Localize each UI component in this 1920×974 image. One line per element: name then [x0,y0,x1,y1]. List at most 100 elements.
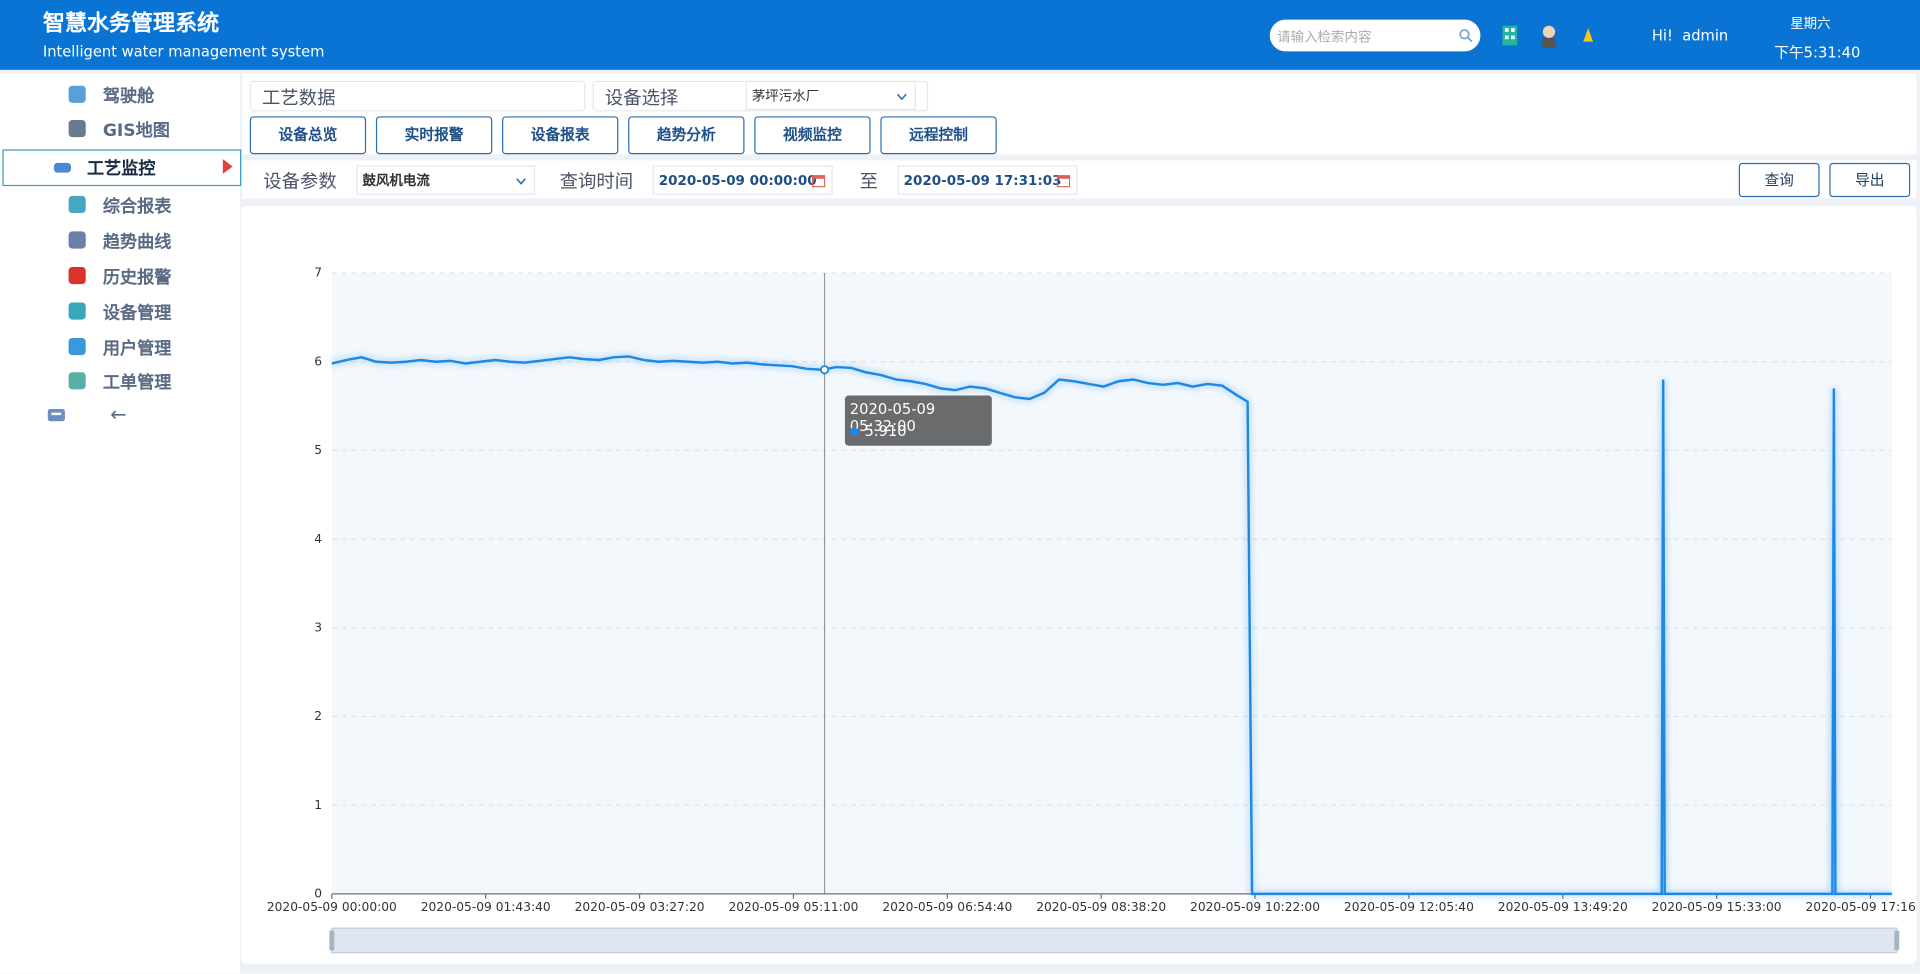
query-button[interactable]: 查询 [1738,162,1820,198]
hover-point [820,365,830,375]
param-value: 鼓风机电流 [362,172,430,189]
nav-item[interactable]: GIS地图 [0,113,240,145]
header-icons[interactable] [1501,24,1605,48]
param-select[interactable]: 鼓风机电流 [356,165,536,195]
y-tick-label: 2 [314,709,322,723]
nav-label: GIS地图 [102,121,170,141]
calendar-icon [811,175,826,188]
param-label: 设备参数 [263,170,337,193]
x-tick-label: 2020-05-09 08:38:20 [1036,900,1166,914]
tab-button[interactable]: 实时报警 [375,116,493,155]
y-tick-label: 7 [314,266,322,280]
time-label: 查询时间 [559,170,634,193]
y-tick-label: 4 [314,532,322,546]
x-tick-label: 2020-05-09 12:05:40 [1344,900,1474,914]
collapse-arrow[interactable]: ← [110,402,127,427]
nav-icon [68,120,86,138]
weekday: 星期六 [1790,15,1831,32]
end-value: 2020-05-09 17:31:03 [903,172,1062,189]
y-tick-label: 5 [314,443,322,457]
device-select[interactable]: 茅坪污水厂 [745,80,916,111]
nav-label: 驾驶舱 [102,86,155,107]
nav-label: 设备管理 [102,303,172,324]
tab-button[interactable]: 视频监控 [754,116,871,155]
panel-title: 工艺数据 [262,86,336,109]
selected-arrow [222,159,233,174]
nav-item[interactable]: 趋势曲线 [0,224,240,256]
start-date[interactable]: 2020-05-09 00:00:00 [652,165,833,195]
tooltip-value: 5.910 [864,422,907,440]
x-tick-label: 2020-05-09 13:49:20 [1498,900,1628,914]
nav-icon [68,195,86,214]
zoom-handle [329,930,335,951]
chart: 0 1 2 3 4 5 6 7 2020-05-09 00:00:00 2020-05-09 01… [267,266,1917,954]
nav-item[interactable]: 历史报警 [0,260,240,292]
nav-icon [68,337,86,356]
x-tick-label: 2020-05-09 01:43:40 [421,900,551,914]
end-date[interactable]: 2020-05-09 17:31:03 [897,165,1078,195]
tooltip-bullet [849,427,859,436]
nav-item[interactable]: 驾驶舱 [0,78,240,110]
y-tick-label: 6 [314,354,322,368]
y-tick-label: 1 [314,798,322,812]
zoom-slider [331,927,1898,954]
sidebar [0,73,241,974]
start-value: 2020-05-09 00:00:00 [658,172,817,189]
y-tick-label: 0 [314,887,322,901]
nav-item[interactable]: 工艺监控 [0,151,240,183]
x-tick-label: 2020-05-09 06:54:40 [882,900,1012,914]
search-box[interactable]: 请输入检索内容 [1269,19,1481,52]
clock: 下午5:31:40 [1774,44,1861,62]
nav-label: 历史报警 [102,268,172,288]
nav-icon [68,231,86,249]
tab-button[interactable]: 设备报表 [502,116,619,155]
x-tick-label: 2020-05-09 15:33:00 [1652,900,1782,914]
plot-background [331,273,1892,894]
to-label: 至 [859,170,878,193]
nav-icon [68,85,86,103]
nav-label: 趋势曲线 [102,232,172,253]
calendar-icon [1056,175,1071,188]
greeting: Hi! admin [1651,26,1729,45]
nav-selected [2,149,242,187]
header: 智慧水务管理系统 Intelligent water management sy… [0,0,1920,70]
nav-label: 工单管理 [102,373,172,394]
data-line [331,355,1892,896]
x-tick-label: 2020-05-09 05:11:00 [728,900,858,914]
nav-item[interactable]: 工单管理 [0,365,240,397]
nav-item[interactable]: 综合报表 [0,189,240,221]
nav-icon [68,302,86,320]
tooltip: 2020-05-09 05:32:00 5.910 [844,395,992,446]
search-placeholder: 请输入检索内容 [1277,29,1372,46]
tooltip-time: 2020-05-09 05:32:00 [849,400,936,435]
tab-button[interactable]: 远程控制 [880,116,997,155]
x-tick-label: 2020-05-09 00:00:00 [267,900,397,914]
nav-item[interactable]: 用户管理 [0,331,240,363]
nav-icon [53,162,72,173]
nav-icon [68,266,86,285]
nav-item[interactable]: 设备管理 [0,295,240,327]
device-label: 设备选择 [604,86,679,109]
app-subtitle: Intelligent water management system [42,42,325,61]
nav-icon [68,372,86,390]
zoom-handle [1894,930,1900,951]
export-button[interactable]: 导出 [1829,162,1911,198]
nav-label: 工艺监控 [86,159,156,179]
dropdown-icon [516,178,526,185]
app-title: 智慧水务管理系统 [42,11,220,37]
dropdown-icon [896,93,907,101]
x-tick-label: 2020-05-09 10:22:00 [1190,900,1320,914]
y-tick-label: 3 [314,620,322,634]
chart-card: 0 1 2 3 4 5 6 7 2020-05-09 00:00:00 2020-05-09 01… [241,205,1917,964]
x-tick-label: 2020-05-09 03:27:20 [575,900,705,914]
tab-button[interactable]: 趋势分析 [628,116,745,155]
tab-button[interactable]: 设备总览 [249,116,367,155]
nav-label: 综合报表 [102,197,172,217]
search-icon[interactable] [1458,28,1473,43]
device-value: 茅坪污水厂 [751,88,820,105]
nav-label: 用户管理 [102,339,172,359]
x-tick-label: 2020-05-09 17:16:40 [1806,900,1917,914]
collapse-icon[interactable] [47,407,67,424]
